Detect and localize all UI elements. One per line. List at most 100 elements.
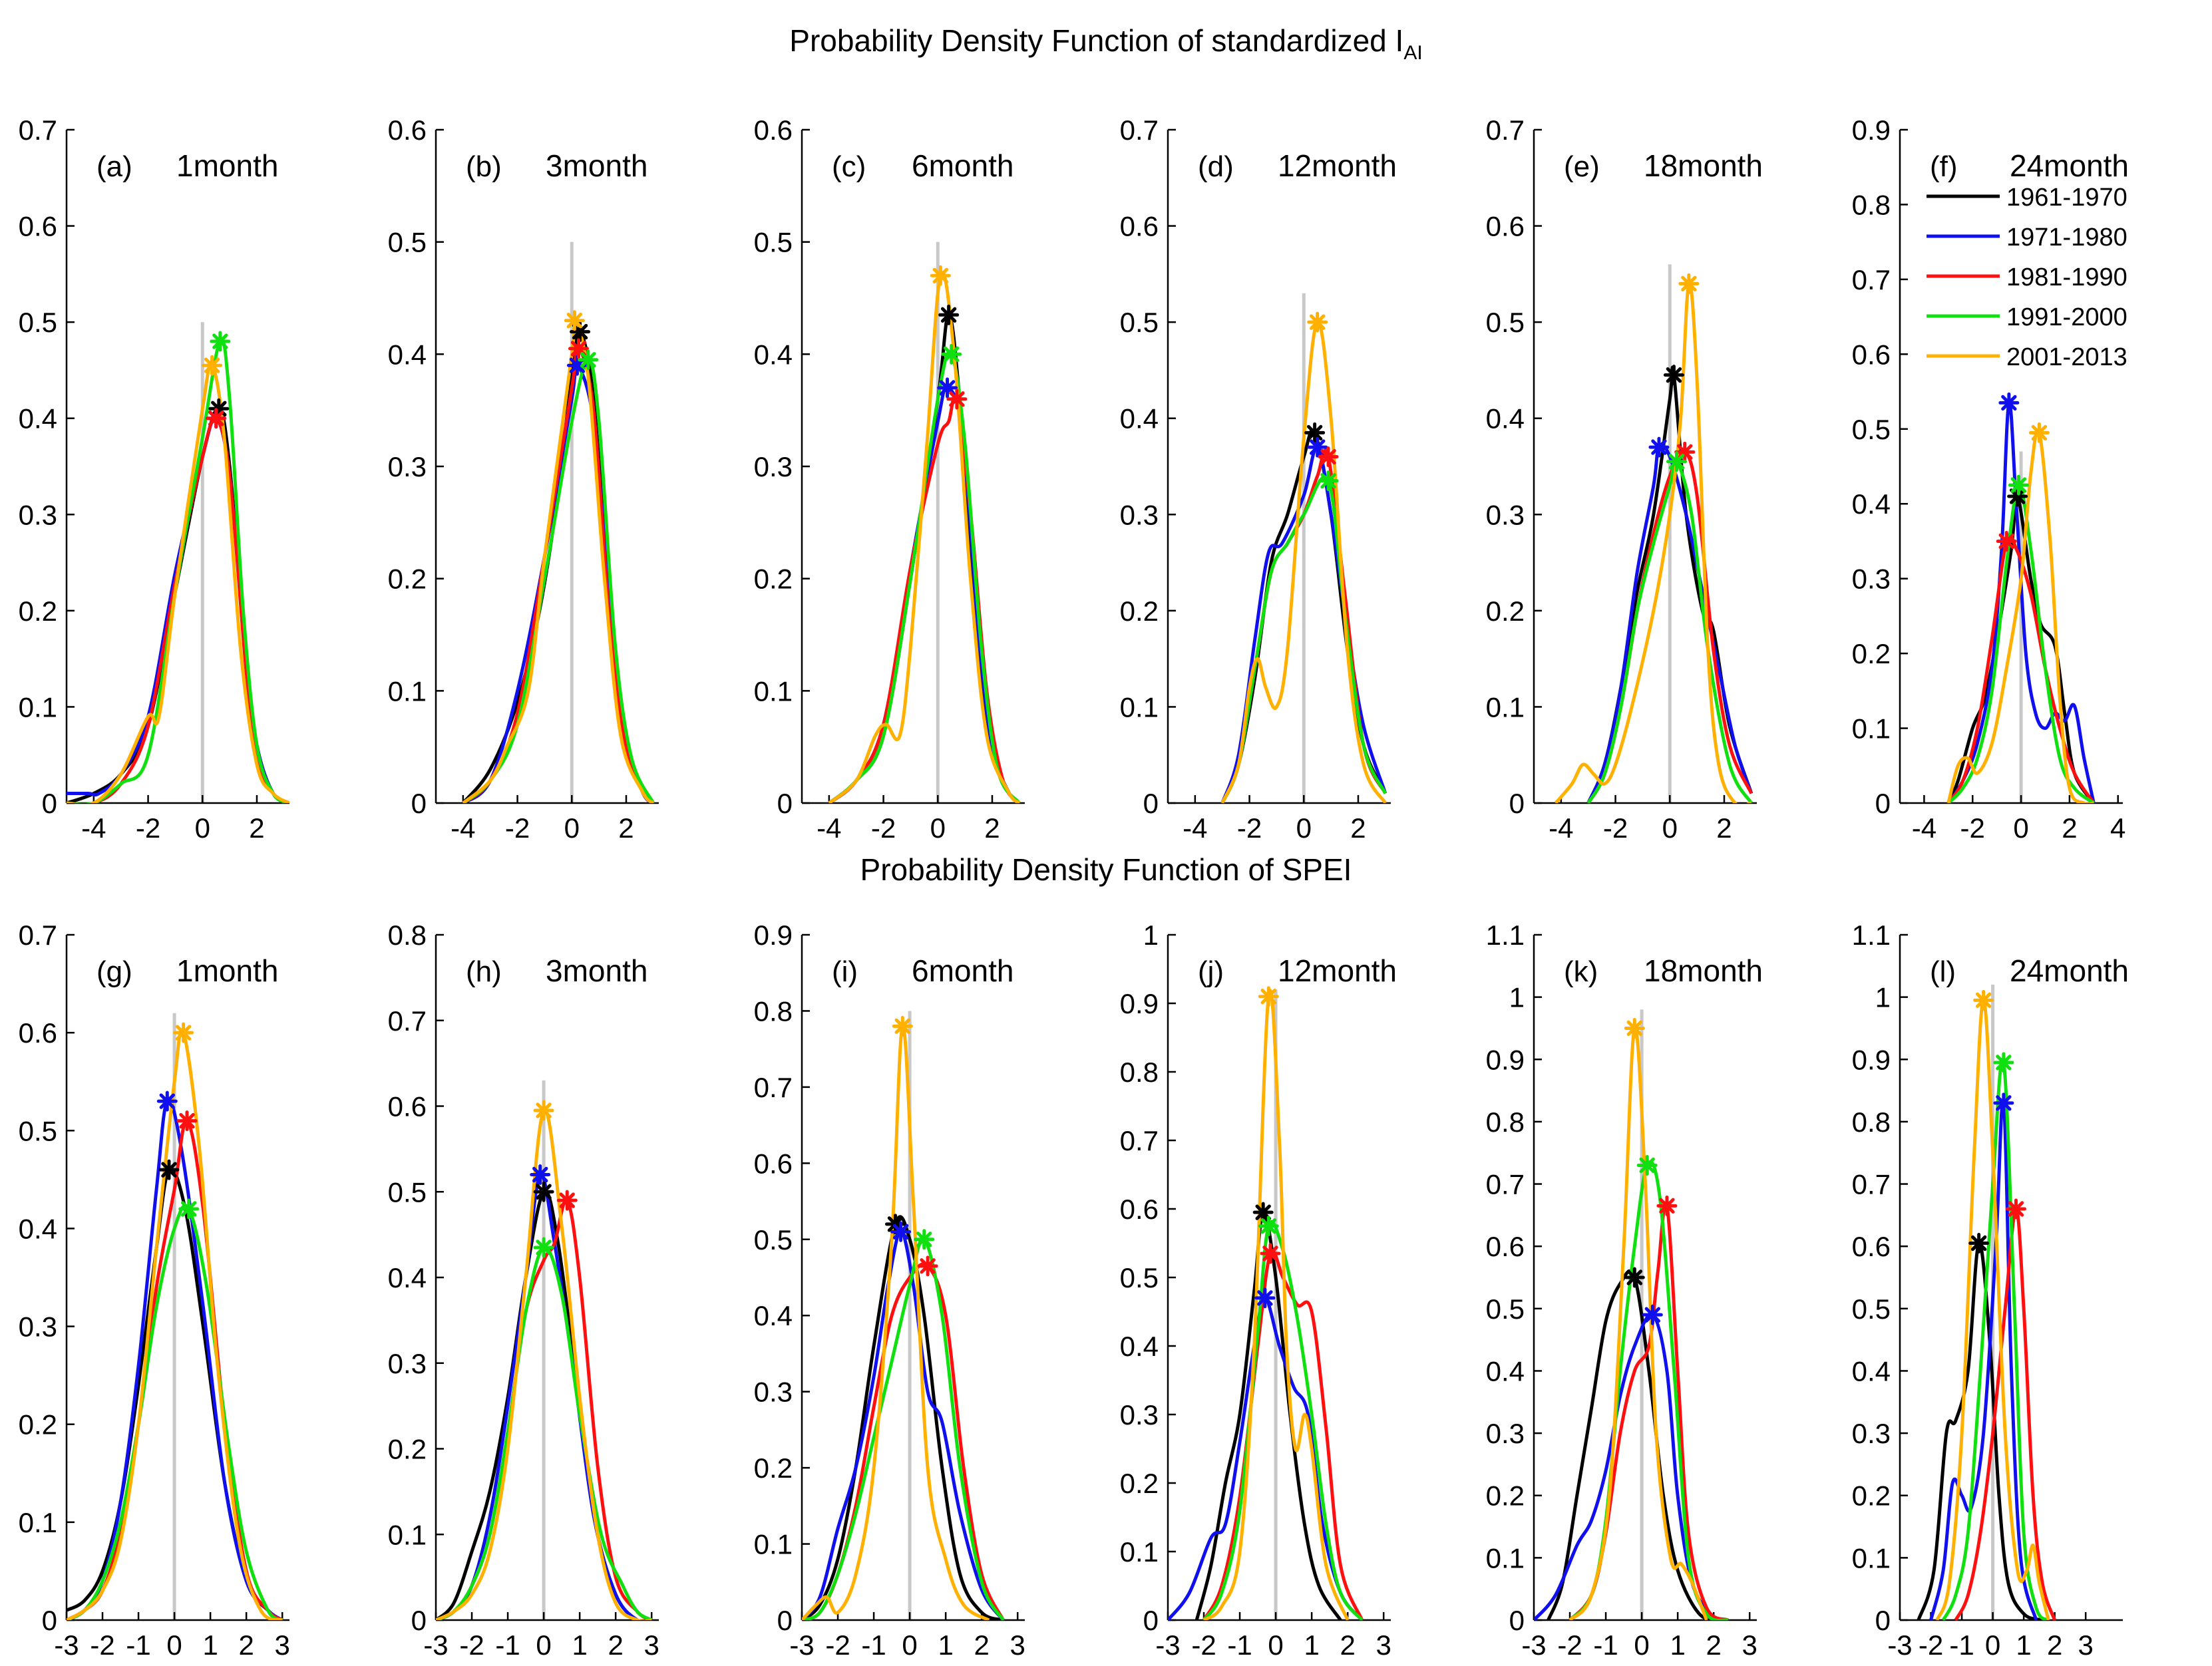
series-group: [1220, 320, 1387, 803]
peak-marker-1971-1980: [890, 1221, 912, 1242]
peak-marker-1971-1980: [156, 1090, 178, 1112]
x-tick-label: 2: [974, 1629, 989, 1661]
y-tick-label: 0.9: [1852, 1044, 1891, 1075]
peak-marker-1991-2000: [1666, 451, 1687, 472]
panel-title: 1month: [176, 148, 278, 183]
y-tick-label: 1: [1143, 919, 1159, 951]
panel-letter: (i): [832, 955, 858, 988]
series-line-1991-2000: [802, 1237, 1005, 1620]
peak-marker-1991-2000: [941, 343, 962, 365]
y-tick-label: 0.4: [1852, 1355, 1891, 1387]
legend-label: 1961-1970: [2006, 184, 2127, 212]
peak-marker-1991-2000: [178, 1198, 200, 1220]
y-tick-label: 0.1: [388, 675, 427, 707]
x-tick-label: 3: [2078, 1629, 2093, 1661]
top-figure-title: Probability Density Function of standard…: [0, 23, 2212, 64]
y-tick-label: 0.6: [1486, 211, 1525, 242]
y-tick-label: 0.8: [1852, 189, 1891, 220]
peak-marker-1961-1970: [1304, 422, 1326, 443]
peak-marker-1981-1990: [1656, 1195, 1678, 1216]
x-tick-label: 1: [938, 1629, 953, 1661]
y-tick-label: 0.2: [388, 1434, 427, 1465]
y-tick-label: 0.4: [1120, 403, 1159, 434]
peak-marker-1981-1990: [946, 389, 968, 410]
peak-marker-1961-1970: [1624, 1267, 1645, 1288]
series-group: [828, 271, 1021, 803]
peak-marker-2001-2013: [173, 1022, 194, 1043]
y-tick-label: 0.3: [1852, 564, 1891, 595]
x-tick-label: 0: [1985, 1629, 2000, 1661]
y-tick-label: 0.2: [1852, 638, 1891, 669]
panel-f: 0 0.1 0.2 0.3 0.4 0.5 0.6 0.7 0.8 0.9 -4 -2 0 2 4 (f) 24…: [1852, 114, 2129, 844]
y-tick-label: 0.3: [1486, 1418, 1525, 1449]
x-tick-label: -1: [1949, 1629, 1974, 1661]
peak-marker-2001-2013: [202, 355, 223, 376]
x-tick-label: -4: [1912, 812, 1936, 844]
y-tick-label: 0.2: [19, 595, 57, 627]
panel-title: 18month: [1644, 953, 1763, 988]
legend: 1961-1970 1971-1980 1981-1990 1991-2000 2001…: [1927, 184, 2127, 371]
peak-marker-1961-1970: [938, 304, 960, 325]
peak-marker-2001-2013: [892, 1015, 913, 1037]
series-line-1981-1990: [462, 346, 655, 803]
peak-marker-2001-2013: [1258, 986, 1279, 1007]
y-tick-label: 0.3: [19, 1311, 57, 1343]
y-tick-label: 0.9: [754, 919, 793, 951]
series-group: [802, 1024, 1005, 1620]
y-tick-label: 0.2: [1852, 1480, 1891, 1512]
y-tick-label: 0.2: [1120, 1468, 1159, 1499]
x-tick-label: 0: [1296, 812, 1312, 844]
x-tick-label: 2: [1350, 812, 1366, 844]
panel-k: 00.10.20.30.40.50.60.70.80.911.1-3 -2 -1 0 1…: [1486, 919, 1763, 1661]
peak-marker-1971-1980: [1642, 1304, 1663, 1325]
x-tick-label: -2: [1191, 1629, 1216, 1661]
panel-i: 00.10.20.30.40.50.60.70.80.9-3 -2 -1 0 1 2 3(i…: [754, 919, 1025, 1661]
y-tick-label: 0.6: [1120, 211, 1159, 242]
legend-label: 1971-1980: [2006, 224, 2127, 251]
panel-g: 00.10.20.30.40.50.60.7-3 -2 -1 0 1 2 3(g) 1mont…: [19, 919, 290, 1661]
y-tick-label: 0.9: [1486, 1044, 1525, 1075]
panel-c: 0 0.1 0.2 0.3 0.4 0.5 0.6 -4 -2 0 2 (c) 6month: [754, 114, 1025, 844]
peak-marker-1991-2000: [914, 1229, 935, 1250]
panel-title: 6month: [912, 148, 1014, 183]
panel-h: 00.10.20.30.40.50.60.70.8-3 -2 -1 0 1 2 3(h) 3m…: [388, 919, 659, 1661]
y-tick-label: 0.3: [1486, 499, 1525, 530]
x-tick-label: 2: [1716, 812, 1732, 844]
peak-marker-2001-2013: [564, 310, 585, 331]
y-tick-label: 0.3: [19, 499, 57, 530]
panel-title: 1month: [176, 953, 278, 988]
y-tick-label: 0.5: [19, 307, 57, 338]
peak-marker-1971-1980: [1648, 436, 1670, 458]
y-tick-label: 0.3: [1120, 499, 1159, 530]
x-tick-label: -3: [1155, 1629, 1180, 1661]
peak-marker-2001-2013: [1973, 989, 1994, 1011]
peak-marker-1961-1970: [158, 1159, 180, 1180]
series-group: [1554, 281, 1753, 803]
y-tick-label: 0: [411, 788, 427, 819]
x-tick-label: 0: [1268, 1629, 1283, 1661]
peak-marker-1961-1970: [533, 1181, 554, 1202]
x-tick-label: 4: [2110, 812, 2125, 844]
x-tick-label: 0: [1662, 812, 1678, 844]
y-tick-label: 0.7: [1486, 1169, 1525, 1200]
series-line-2001-2013: [802, 1024, 990, 1620]
peak-marker-1971-1980: [1993, 1092, 2014, 1114]
y-tick-label: 0.5: [1486, 1293, 1525, 1325]
y-tick-label: 0.7: [1852, 1169, 1891, 1200]
y-tick-label: 0.3: [388, 1348, 427, 1379]
y-tick-label: 0.5: [754, 1224, 793, 1255]
peak-marker-1991-2000: [1636, 1154, 1658, 1176]
y-tick-label: 0.1: [754, 1529, 793, 1560]
legend-label: 1991-2000: [2006, 303, 2127, 331]
series-line-2001-2013: [67, 363, 289, 803]
panel-letter: (a): [96, 150, 132, 183]
y-tick-label: 0.4: [1486, 403, 1525, 434]
series-line-2001-2013: [1568, 1025, 1708, 1620]
legend-label: 2001-2013: [2006, 343, 2127, 371]
x-tick-label: -2: [459, 1629, 484, 1661]
y-tick-label: 0.1: [388, 1519, 427, 1550]
y-tick-label: 0: [1875, 788, 1891, 819]
y-tick-label: 0.2: [754, 1452, 793, 1484]
peak-marker-2001-2013: [1678, 273, 1700, 294]
x-tick-label: -1: [861, 1629, 886, 1661]
